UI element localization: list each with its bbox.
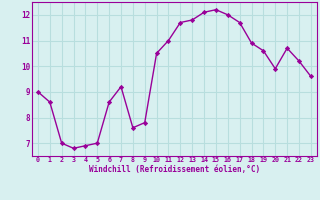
X-axis label: Windchill (Refroidissement éolien,°C): Windchill (Refroidissement éolien,°C) — [89, 165, 260, 174]
